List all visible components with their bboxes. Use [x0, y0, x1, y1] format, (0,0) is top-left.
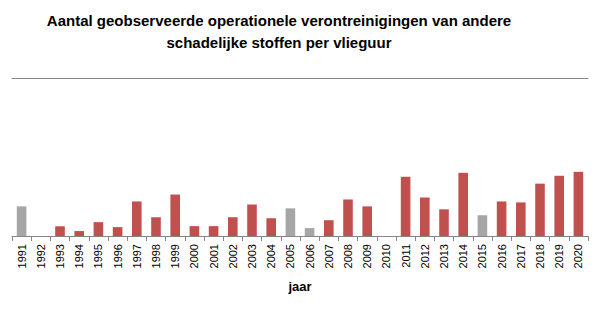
svg-text:2018: 2018 — [534, 244, 546, 268]
svg-text:2012: 2012 — [419, 244, 431, 268]
svg-text:2001: 2001 — [208, 244, 220, 268]
svg-text:2009: 2009 — [361, 244, 373, 268]
svg-text:Aantal geobserveerde operation: Aantal geobserveerde operationele veront… — [47, 12, 511, 29]
svg-text:schadelijke stoffen per vliegu: schadelijke stoffen per vlieguur — [166, 34, 391, 51]
svg-text:2013: 2013 — [438, 244, 450, 268]
svg-text:1994: 1994 — [73, 244, 85, 268]
svg-text:2006: 2006 — [304, 244, 316, 268]
svg-text:2011: 2011 — [400, 244, 412, 268]
svg-text:2007: 2007 — [323, 244, 335, 268]
svg-text:2008: 2008 — [342, 244, 354, 268]
svg-text:1995: 1995 — [92, 244, 104, 268]
svg-text:2016: 2016 — [496, 244, 508, 268]
svg-text:1997: 1997 — [131, 244, 143, 268]
svg-text:2015: 2015 — [476, 244, 488, 268]
svg-text:jaar: jaar — [287, 279, 311, 294]
svg-text:2000: 2000 — [188, 244, 200, 268]
svg-text:1992: 1992 — [35, 244, 47, 268]
svg-text:2004: 2004 — [265, 244, 277, 268]
svg-text:1998: 1998 — [150, 244, 162, 268]
svg-text:1996: 1996 — [112, 244, 124, 268]
svg-text:2002: 2002 — [227, 244, 239, 268]
svg-text:2019: 2019 — [553, 244, 565, 268]
svg-text:2005: 2005 — [284, 244, 296, 268]
svg-text:1999: 1999 — [169, 244, 181, 268]
svg-text:1993: 1993 — [54, 244, 66, 268]
svg-text:2010: 2010 — [380, 244, 392, 268]
svg-text:2014: 2014 — [457, 244, 469, 268]
svg-text:2020: 2020 — [572, 244, 584, 268]
svg-text:2003: 2003 — [246, 244, 258, 268]
svg-text:1991: 1991 — [16, 244, 28, 268]
svg-text:2017: 2017 — [515, 244, 527, 268]
